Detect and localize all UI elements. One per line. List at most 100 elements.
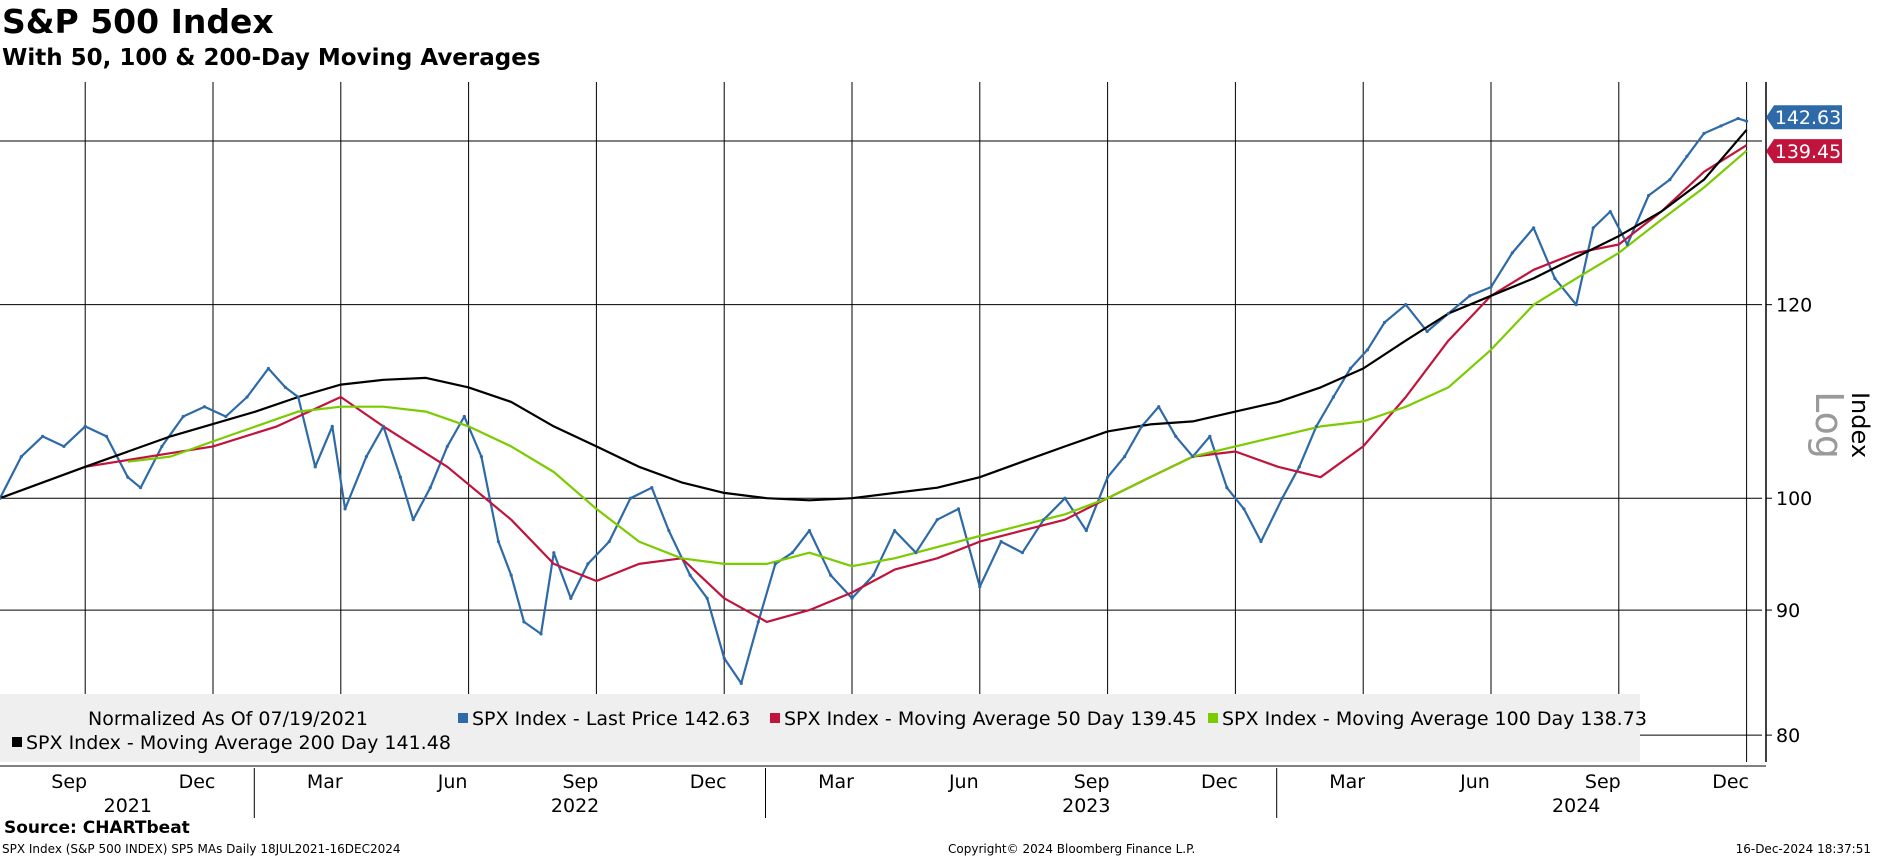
price-point	[1382, 320, 1387, 325]
price-point	[1647, 193, 1651, 198]
price-point	[1348, 366, 1353, 371]
price-point	[1314, 424, 1318, 428]
price-point	[83, 424, 87, 428]
price-point	[773, 562, 777, 566]
price-point	[509, 573, 513, 577]
price-point	[935, 518, 939, 522]
price-point	[266, 366, 270, 371]
legend-swatch-3	[12, 737, 22, 747]
chart-title: S&P 500 Index	[2, 2, 274, 41]
price-point	[1625, 242, 1629, 247]
x-month-label-7: Jun	[948, 771, 979, 793]
series-line-1	[85, 144, 1748, 624]
price-point	[1446, 311, 1450, 316]
y-axis-title: Index	[1846, 392, 1874, 458]
footer-timestamp: 16-Dec-2024 18:37:51	[1735, 842, 1871, 856]
price-point	[756, 620, 760, 624]
price-point	[1331, 395, 1335, 399]
price-point	[1225, 486, 1229, 490]
price-point	[790, 551, 794, 555]
price-point	[1063, 496, 1067, 500]
price-point	[1123, 454, 1127, 459]
price-point	[1174, 434, 1178, 438]
price-point	[1685, 154, 1689, 158]
price-point	[1404, 303, 1408, 307]
price-point	[428, 486, 432, 490]
price-point	[1157, 405, 1161, 409]
price-point	[1280, 496, 1284, 500]
price-point	[1574, 303, 1578, 307]
price-point	[41, 434, 45, 438]
price-point	[607, 539, 611, 544]
price-point	[1365, 348, 1370, 352]
price-point	[552, 551, 556, 555]
y-tick-label-80: 80	[1776, 725, 1800, 747]
legend-swatch-0	[458, 713, 468, 723]
price-point	[667, 528, 671, 533]
price-point	[479, 454, 483, 459]
price-point	[224, 414, 228, 419]
price-point	[19, 454, 23, 459]
price-point	[739, 681, 743, 685]
footer-copyright: Copyright© 2024 Bloomberg Finance L.P.	[948, 842, 1196, 856]
price-point	[398, 475, 403, 479]
price-point	[1608, 209, 1612, 214]
price-point	[1468, 294, 1472, 298]
price-point	[722, 656, 726, 660]
price-point	[1042, 518, 1046, 522]
price-point	[330, 424, 334, 428]
price-point	[411, 518, 415, 522]
price-point	[586, 562, 590, 566]
legend-swatch-2	[1208, 713, 1218, 723]
x-month-label-1: Dec	[179, 771, 216, 793]
x-year-label-2023: 2023	[1062, 795, 1110, 817]
price-point	[364, 454, 368, 459]
price-point	[1591, 226, 1595, 230]
x-month-label-13: Dec	[1712, 771, 1749, 793]
x-year-label-2022: 2022	[551, 795, 599, 817]
price-point	[313, 465, 317, 469]
price-point	[381, 424, 385, 428]
price-point	[1191, 454, 1195, 459]
price-point	[181, 414, 185, 419]
price-point	[0, 496, 2, 500]
price-point	[1106, 475, 1110, 479]
series-line-2	[127, 149, 1748, 568]
x-month-label-9: Dec	[1201, 771, 1238, 793]
x-month-label-12: Sep	[1585, 771, 1621, 793]
price-point	[1020, 551, 1024, 555]
source-label: Source: CHARTbeat	[4, 818, 190, 838]
price-point	[850, 596, 854, 600]
price-point	[1719, 124, 1723, 128]
price-point	[1297, 465, 1301, 469]
x-month-label-6: Mar	[818, 771, 854, 793]
price-point	[650, 486, 654, 490]
price-point	[1668, 178, 1672, 182]
price-point	[1736, 116, 1740, 121]
price-point	[245, 395, 249, 399]
price-point	[539, 632, 543, 636]
price-point	[829, 573, 833, 577]
price-point	[999, 539, 1003, 544]
last-value-badge-0	[1766, 105, 1842, 130]
legend-label-2: SPX Index - Moving Average 100 Day 138.7…	[1222, 708, 1647, 730]
price-point	[628, 496, 633, 500]
x-month-label-5: Dec	[690, 771, 727, 793]
price-point	[343, 507, 347, 511]
x-year-label-2024: 2024	[1552, 795, 1600, 817]
price-point	[1242, 507, 1246, 511]
price-point	[138, 486, 143, 490]
price-point	[1489, 285, 1493, 289]
price-point	[445, 444, 449, 449]
price-point	[126, 475, 130, 479]
y-tick-label-120: 120	[1776, 295, 1812, 317]
price-point	[893, 528, 897, 533]
chart-subtitle: With 50, 100 & 200-Day Moving Averages	[2, 45, 541, 71]
price-point	[62, 444, 66, 449]
x-month-label-11: Jun	[1459, 771, 1490, 793]
legend-box	[0, 694, 1640, 762]
last-value-text-0: 142.63	[1775, 107, 1841, 129]
y-scale-label: Log	[1807, 391, 1851, 459]
price-point	[705, 596, 709, 600]
